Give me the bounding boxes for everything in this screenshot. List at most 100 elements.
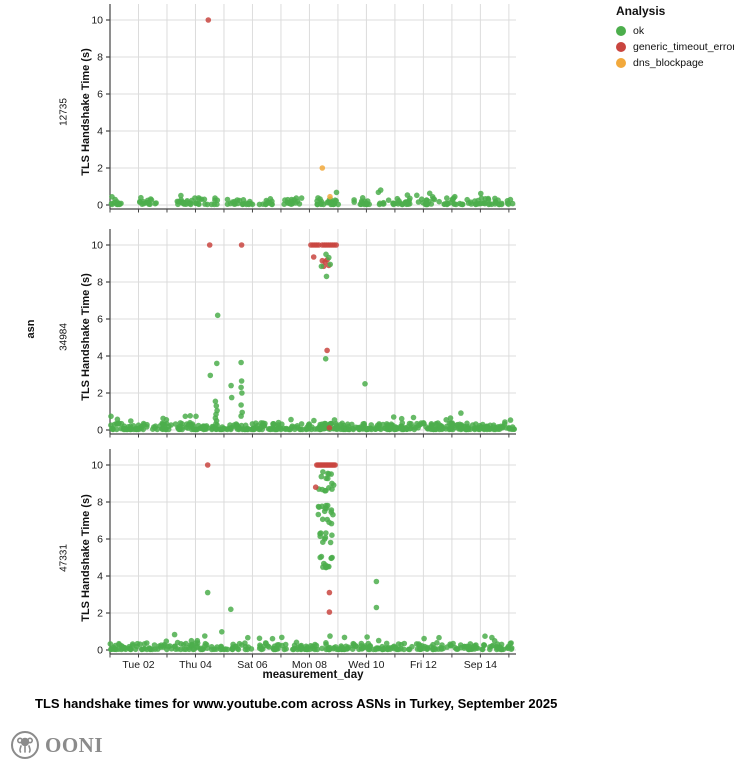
data-point-ok xyxy=(270,421,277,428)
data-point-ok xyxy=(240,197,247,203)
data-point-ok xyxy=(194,644,200,651)
data-point-ok xyxy=(319,645,325,652)
data-point-ok xyxy=(311,417,317,424)
data-point-ok xyxy=(268,201,275,207)
data-point-ok xyxy=(386,424,393,430)
data-point-ok xyxy=(436,426,443,433)
data-point-generic_timeout_error xyxy=(326,609,333,615)
ok-swatch-icon xyxy=(616,26,626,36)
data-point-ok xyxy=(245,634,251,641)
data-point-ok xyxy=(193,413,199,420)
data-point-generic_timeout_error xyxy=(205,17,212,23)
generic-timeout-error-swatch-icon xyxy=(616,42,626,52)
data-point-dns_blockpage xyxy=(319,165,326,171)
data-point-ok xyxy=(385,197,392,203)
data-point-ok xyxy=(315,511,322,518)
data-point-ok xyxy=(263,197,270,204)
data-point-ok xyxy=(341,646,348,652)
y-tick-label: 0 xyxy=(97,645,103,657)
data-point-ok xyxy=(357,201,364,208)
data-point-ok xyxy=(306,422,312,429)
data-point-ok xyxy=(414,646,421,652)
x-tick-label: Sat 06 xyxy=(237,659,268,671)
data-point-ok xyxy=(440,645,446,652)
data-point-ok xyxy=(141,422,147,428)
data-point-dns_blockpage xyxy=(327,193,333,200)
data-point-ok xyxy=(364,634,370,640)
data-point-ok xyxy=(449,421,456,427)
y-axis-title-facet-1: TLS Handshake Time (s) xyxy=(80,48,92,176)
data-point-ok xyxy=(323,640,329,646)
data-point-ok xyxy=(433,421,440,428)
data-point-ok xyxy=(146,201,152,207)
data-point-ok xyxy=(322,356,329,362)
data-point-ok xyxy=(430,646,436,653)
legend-item-label: ok xyxy=(633,25,645,37)
data-point-ok xyxy=(242,640,248,646)
data-point-ok xyxy=(329,532,335,538)
data-point-ok xyxy=(481,642,488,649)
data-point-ok xyxy=(349,646,356,652)
legend-item-dns-blockpage: dns_blockpage xyxy=(616,57,734,69)
data-point-ok xyxy=(410,414,417,421)
data-point-ok xyxy=(165,643,171,650)
data-point-ok xyxy=(458,410,464,416)
data-point-ok xyxy=(490,422,497,429)
ooni-logo-text: OONI xyxy=(45,732,104,757)
data-point-ok xyxy=(114,416,121,423)
data-point-generic_timeout_error xyxy=(332,462,338,468)
data-point-ok xyxy=(137,641,143,647)
data-point-ok xyxy=(383,640,390,647)
data-point-ok xyxy=(398,415,405,422)
data-point-ok xyxy=(390,200,396,206)
y-tick-label: 6 xyxy=(97,314,103,326)
data-point-ok xyxy=(380,199,387,206)
data-point-ok xyxy=(414,192,420,199)
data-point-ok xyxy=(265,426,272,432)
data-point-generic_timeout_error xyxy=(324,347,330,354)
data-point-ok xyxy=(411,426,418,433)
data-point-ok xyxy=(478,190,484,197)
data-point-ok xyxy=(482,633,488,639)
data-point-ok xyxy=(431,426,437,433)
data-point-ok xyxy=(151,642,158,648)
data-point-ok xyxy=(443,417,450,423)
data-point-ok xyxy=(360,421,367,427)
data-point-ok xyxy=(329,486,335,492)
data-point-generic_timeout_error xyxy=(310,254,317,260)
data-point-ok xyxy=(377,187,384,193)
chart-legend: Analysis ok generic_timeout_error dns_bl… xyxy=(616,4,734,73)
data-point-ok xyxy=(492,195,498,202)
data-point-ok xyxy=(462,643,468,650)
data-point-ok xyxy=(373,604,380,611)
data-point-ok xyxy=(319,516,326,523)
data-point-ok xyxy=(489,643,495,649)
data-point-ok xyxy=(293,195,300,201)
data-point-ok xyxy=(113,426,120,433)
data-point-ok xyxy=(275,419,282,426)
data-point-ok xyxy=(428,422,435,429)
x-tick-label: Wed 10 xyxy=(348,659,384,671)
data-point-ok xyxy=(446,426,453,433)
data-point-ok xyxy=(171,631,178,638)
data-point-ok xyxy=(335,426,342,432)
data-point-ok xyxy=(328,507,335,513)
data-point-ok xyxy=(269,635,276,642)
data-point-ok xyxy=(139,646,145,653)
y-axis-title-facet-2: TLS Handshake Time (s) xyxy=(80,273,92,401)
data-point-ok xyxy=(235,200,241,207)
x-tick-label: Tue 02 xyxy=(122,659,154,671)
data-point-ok xyxy=(238,359,244,366)
x-tick-label: Thu 04 xyxy=(179,659,212,671)
data-point-ok xyxy=(116,640,122,647)
data-point-ok xyxy=(129,641,136,647)
data-point-ok xyxy=(322,420,329,427)
data-point-generic_timeout_error xyxy=(206,242,213,248)
data-point-ok xyxy=(330,511,336,518)
data-point-ok xyxy=(135,422,142,429)
data-point-ok xyxy=(454,646,461,652)
data-point-ok xyxy=(402,199,409,206)
data-point-ok xyxy=(279,634,285,641)
y-axis-title-facet-3: TLS Handshake Time (s) xyxy=(80,494,92,622)
